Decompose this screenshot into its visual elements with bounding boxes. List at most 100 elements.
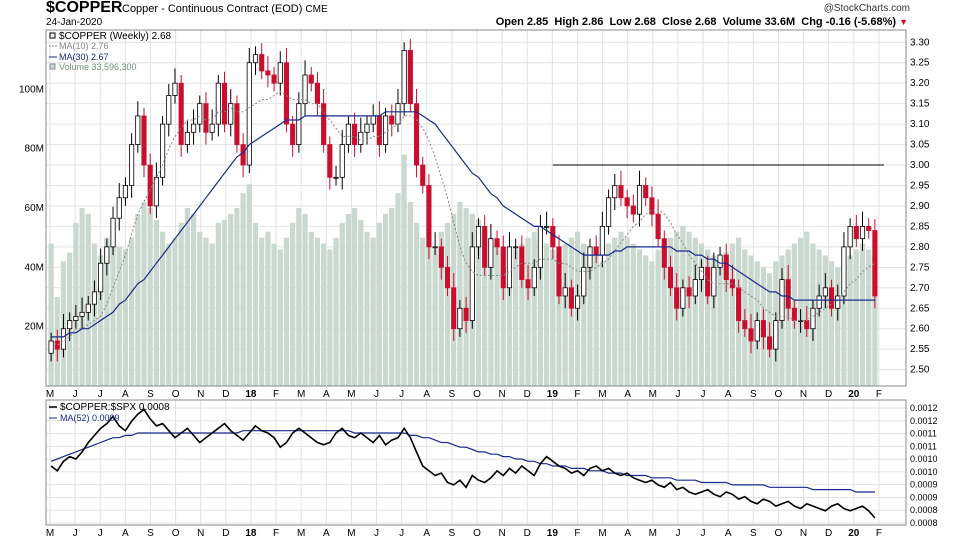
candle-body (674, 287, 680, 309)
candle-body (160, 123, 166, 178)
candle-body (643, 185, 649, 199)
candle-body (705, 266, 711, 297)
volume-bar (116, 246, 122, 386)
candle-body (717, 254, 723, 268)
candle-body (240, 144, 246, 166)
x-tick-label: 18 (245, 389, 257, 400)
candle-body (680, 287, 686, 309)
candle-body (265, 70, 271, 76)
volume-bar (296, 208, 302, 386)
volume-bar (221, 219, 228, 386)
volume-bar (382, 213, 389, 386)
volume-bar (234, 208, 240, 386)
candle-body (612, 185, 618, 199)
x-tick-label: S (147, 389, 154, 400)
price-tick-label: 2.95 (910, 180, 930, 191)
candle-body (314, 82, 321, 105)
candle-body (587, 246, 593, 268)
x-tick-label: O (775, 389, 783, 400)
candle-body (129, 144, 135, 186)
candle-body (618, 185, 624, 199)
candle-body (550, 226, 556, 248)
volume-tick-label: 80M (25, 144, 44, 155)
volume-bar (178, 222, 184, 386)
candle-body (655, 213, 661, 240)
candle-body (345, 123, 351, 145)
volume-bar (159, 231, 166, 386)
volume-bar (259, 237, 265, 386)
candle-body (122, 185, 128, 199)
volume-bar (265, 231, 271, 386)
legend-volume: Volume 33,596,300 (59, 62, 137, 72)
volume-bar (302, 213, 308, 386)
candle-body (308, 74, 314, 84)
candle-body (259, 54, 265, 72)
x-tick-label: M (46, 389, 54, 400)
volume-bar (364, 231, 370, 386)
x-tick-label-ratio: M (649, 528, 657, 539)
candle-body (190, 123, 197, 133)
candle-body (828, 287, 835, 309)
candle-body (537, 226, 543, 268)
x-tick-label-ratio: J (675, 528, 680, 539)
price-tick-label: 2.70 (910, 283, 930, 294)
candle-body (847, 226, 853, 248)
candle-body (636, 185, 643, 215)
volume-bar (624, 237, 630, 386)
candle-body (779, 279, 785, 321)
candle-body (432, 246, 438, 249)
ratio-panel-frame (45, 399, 907, 526)
volume-bar (389, 208, 395, 386)
ratio-tick-label: 0.0011 (910, 429, 937, 439)
candle-body (513, 246, 519, 249)
volume-bar (352, 208, 358, 386)
volume-bar (593, 255, 599, 386)
candle-body (835, 295, 841, 309)
candle-body (54, 340, 60, 350)
volume-bar (649, 261, 655, 386)
candle-body (692, 279, 698, 297)
instrument-name: Copper - Continuous Contract (EOD) CME (122, 3, 328, 15)
x-tick-label-ratio: M (598, 528, 606, 539)
candle-body (822, 287, 828, 297)
candle-body (333, 176, 339, 179)
x-tick-label: D (222, 389, 229, 400)
candle-body (407, 50, 413, 105)
candle-body (321, 103, 327, 145)
high-value: High 2.86 (554, 16, 604, 28)
candle-body (562, 287, 568, 297)
volume-bar (184, 208, 190, 386)
symbol-title: $COPPER (46, 0, 123, 16)
x-tick-label: J (374, 389, 379, 400)
price-panel-frame (45, 29, 907, 387)
volume-bar (692, 237, 698, 386)
volume-bar (841, 261, 847, 386)
x-tick-label-ratio: O (172, 528, 180, 539)
candle-body (98, 262, 104, 293)
candle-body (798, 320, 804, 322)
ratio-tick-label: 0.0009 (910, 480, 938, 490)
candle-body (302, 74, 308, 105)
candle-body (866, 226, 872, 231)
x-tick-label-ratio: O (473, 528, 481, 539)
volume-bar (636, 249, 643, 386)
volume-bar (333, 237, 339, 386)
volume-bar (519, 243, 525, 386)
volume-bar (358, 219, 364, 386)
ratio-line (50, 408, 876, 519)
x-tick-label-ratio: M (347, 528, 355, 539)
price-tick-label: 3.25 (910, 58, 930, 69)
candle-body (791, 307, 797, 321)
candle-icon (49, 32, 56, 39)
candle-body (246, 62, 252, 166)
volume-bar (246, 184, 252, 386)
volume-bar (426, 243, 432, 386)
volume-bar (698, 243, 705, 386)
candle-body (531, 266, 537, 289)
candle-body (451, 287, 457, 330)
volume-bar (686, 231, 692, 386)
candle-body (698, 266, 705, 281)
candle-body (277, 62, 283, 84)
candle-body (135, 115, 141, 145)
